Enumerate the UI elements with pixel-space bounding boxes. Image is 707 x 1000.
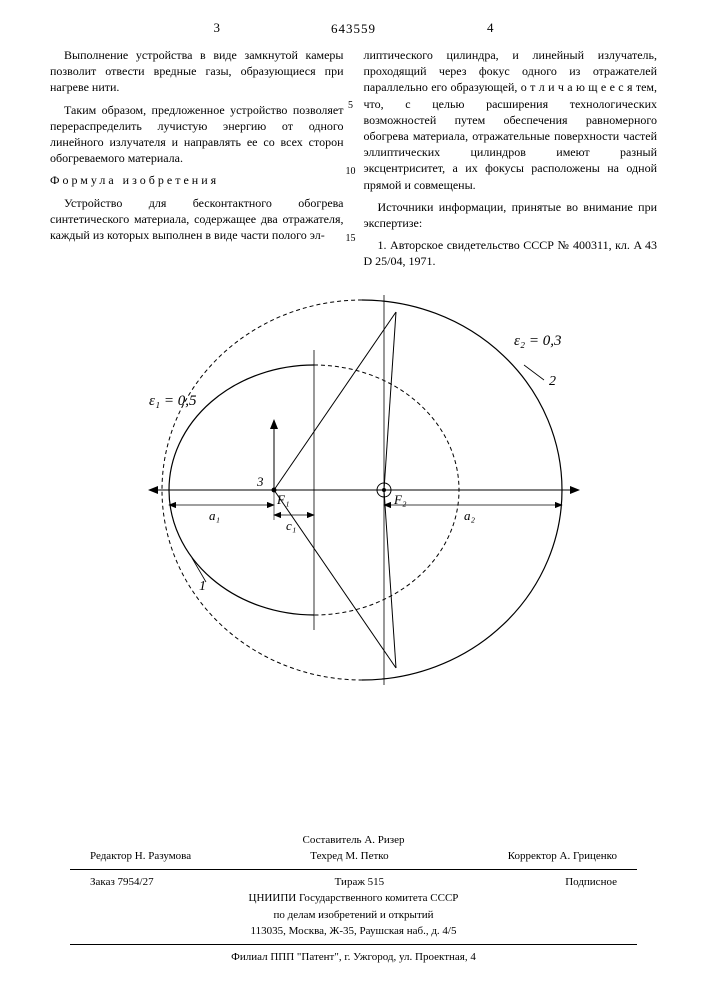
leader2: [524, 365, 544, 380]
para: 1. Авторское свидетельство СССР № 400311…: [364, 237, 658, 269]
F1: F₁: [276, 492, 289, 507]
tirazh: Тираж 515: [335, 874, 385, 891]
order: Заказ 7954/27: [90, 874, 154, 891]
address: 113035, Москва, Ж-35, Раушская наб., д. …: [0, 923, 707, 940]
diagram-svg: ε₁ = 0,5 ε₂ = 0,3 1 2 3 F₁ F₂ a₁ a₂ c₁: [94, 290, 614, 710]
org2: по делам изобретений и открытий: [0, 907, 707, 924]
line-num: 15: [344, 232, 358, 246]
ray: [274, 490, 396, 668]
ref2: 2: [549, 374, 556, 389]
para: Выполнение устройства в виде замкнутой к…: [50, 47, 344, 96]
para: Таким образом, предложенное устройство п…: [50, 102, 344, 167]
text-columns: Выполнение устройства в виде замкнутой к…: [0, 47, 707, 275]
right-column: липтического цилиндра, и линейный излуча…: [364, 47, 658, 275]
line-num: 10: [344, 165, 358, 179]
filial: Филиал ППП "Патент", г. Ужгород, ул. Про…: [0, 949, 707, 966]
focus2-inner: [382, 488, 386, 492]
a1: a₁: [209, 508, 220, 523]
ray: [384, 490, 396, 668]
corrector: Корректор А. Гриценко: [508, 848, 617, 865]
editor: Редактор Н. Разумова: [90, 848, 191, 865]
eps1-label: ε₁ = 0,5: [149, 393, 197, 409]
ref1: 1: [199, 579, 206, 594]
compiler: Составитель А. Ризер: [0, 832, 707, 849]
ray: [274, 312, 396, 490]
figure: ε₁ = 0,5 ε₂ = 0,3 1 2 3 F₁ F₂ a₁ a₂ c₁: [0, 290, 707, 710]
line-num: 5: [344, 99, 358, 113]
left-column: Выполнение устройства в виде замкнутой к…: [50, 47, 344, 275]
formula-title: Формула изобретения: [50, 172, 344, 188]
para: Устройство для бесконтактного обогрева с…: [50, 195, 344, 244]
a2: a₂: [464, 508, 476, 523]
ray: [384, 312, 396, 490]
doc-number: 643559: [0, 21, 707, 37]
footer: Составитель А. Ризер Редактор Н. Разумов…: [0, 832, 707, 966]
page-num-right: 4: [487, 20, 494, 36]
org1: ЦНИИПИ Государственного комитета СССР: [0, 890, 707, 907]
podpisnoe: Подписное: [565, 874, 617, 891]
para: липтического цилиндра, и линейный излуча…: [364, 47, 658, 193]
eps2-label: ε₂ = 0,3: [514, 333, 562, 349]
c1: c₁: [286, 518, 296, 533]
F2: F₂: [393, 492, 407, 507]
page-num-left: 3: [214, 20, 221, 36]
ref3: 3: [256, 474, 264, 489]
para: Источники информации, принятые во вниман…: [364, 199, 658, 231]
techred: Техред М. Петко: [310, 848, 388, 865]
